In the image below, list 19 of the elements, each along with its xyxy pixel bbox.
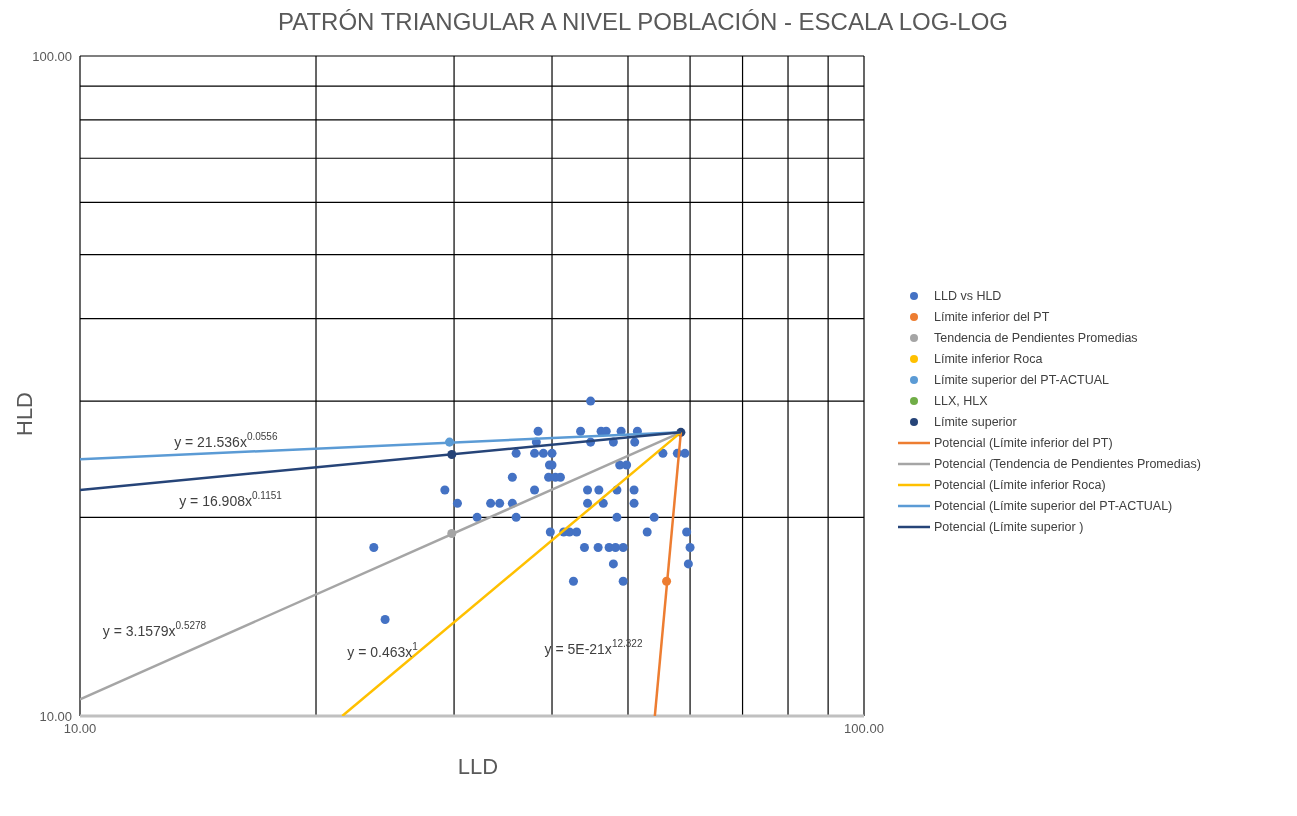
legend-label: Límite inferior Roca bbox=[934, 351, 1043, 366]
legend-label: Potencial (Límite inferior Roca) bbox=[934, 477, 1106, 492]
legend-label: Límite inferior del PT bbox=[934, 309, 1050, 324]
annotation: y = 16.908x$^{0.1151}$ bbox=[179, 489, 283, 509]
legend-label: Potencial (Límite inferior del PT) bbox=[934, 435, 1113, 450]
y-axis-title: HLD bbox=[12, 391, 38, 436]
annotation: y = 3.1579x$^{0.5278}$ bbox=[102, 619, 207, 639]
legend-label: Potencial (Tendencia de Pendientes Promedias) bbox=[934, 456, 1201, 471]
legend-label: Potencial (Límite superior del PT-ACTUAL) bbox=[934, 498, 1173, 513]
legend-label: LLD vs HLD bbox=[934, 288, 1002, 303]
chart-title: PATRÓN TRIANGULAR A NIVEL POBLACIÓN - ESCALA LOG-LOG bbox=[277, 8, 1009, 36]
legend-label: LLX, HLX bbox=[934, 393, 988, 408]
annotation: y = 21.536x$^{0.0556}$ bbox=[174, 430, 278, 450]
legend-label: Potencial (Límite superior ) bbox=[934, 519, 1084, 534]
legend-label: Límite superior del PT-ACTUAL bbox=[934, 372, 1110, 387]
legend-label: Tendencia de Pendientes Promedias bbox=[934, 330, 1138, 345]
legend-label: Límite superior bbox=[934, 414, 1017, 429]
annotation: y = 0.463x$^{1}$ bbox=[347, 640, 419, 660]
x-axis-title: LLD bbox=[456, 754, 500, 780]
